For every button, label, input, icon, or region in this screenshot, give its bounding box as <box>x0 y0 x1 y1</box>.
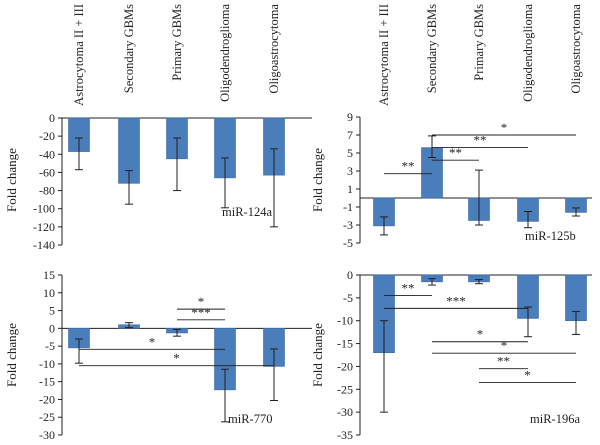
chart-panel-mir124a: Astrocytoma II + III Secondary GBMs Primar… <box>4 4 312 252</box>
y-axis-label: Fold change <box>310 323 325 387</box>
y-tick-label: 0 <box>49 111 55 125</box>
y-tick-label: 0 <box>49 321 55 335</box>
significance-label: ** <box>402 281 415 296</box>
chart-title: miR-770 <box>228 412 272 426</box>
y-tick-label: 10 <box>43 286 55 300</box>
y-tick-label: -60 <box>39 165 55 179</box>
y-tick-label: -20 <box>39 392 55 406</box>
y-tick-label: 9 <box>347 110 353 124</box>
y-tick-label: -30 <box>39 428 55 442</box>
category-label: Primary GBMs <box>170 4 184 81</box>
chart-panel-mir125b: Astrocytoma II + III Secondary GBMs Primar… <box>310 4 592 250</box>
chart-title: miR-124a <box>222 205 272 219</box>
y-tick-label: -5 <box>343 291 353 305</box>
y-tick-label: -20 <box>337 359 353 373</box>
chart-title: miR-196a <box>530 412 580 426</box>
category-label: Secondary GBMs <box>122 4 136 93</box>
y-axis-label: Fold change <box>310 148 325 212</box>
y-tick-label: 15 <box>43 268 55 282</box>
significance-label: * <box>149 334 156 349</box>
significance-label: * <box>501 120 508 135</box>
y-tick-label: -35 <box>337 428 353 442</box>
category-label: Astrocytoma II + III <box>72 4 86 106</box>
y-tick-label: 5 <box>347 146 353 160</box>
significance-label: ** <box>474 133 487 148</box>
significance-label: ** <box>402 159 415 174</box>
category-label: Oligodendroglioma <box>521 4 535 102</box>
significance-label: * <box>477 327 484 342</box>
category-label: Secondary GBMs <box>425 4 439 93</box>
y-tick-label: -1 <box>343 200 353 214</box>
category-label: Astrocytoma II + III <box>377 4 391 106</box>
significance-label: *** <box>191 305 211 320</box>
chart-panel-mir196a: 0-5-10-15-20-25-30-35**********Fold chan… <box>310 268 592 442</box>
y-tick-label: 0 <box>347 268 353 282</box>
y-axis-label: Fold change <box>4 148 19 212</box>
y-tick-label: -140 <box>33 238 55 252</box>
y-tick-label: -80 <box>39 184 55 198</box>
y-axis-label: Fold change <box>4 323 19 387</box>
y-tick-label: 5 <box>49 304 55 318</box>
y-tick-label: -10 <box>39 357 55 371</box>
y-tick-label: 3 <box>347 164 353 178</box>
chart-title: miR-125b <box>525 229 576 243</box>
y-tick-label: -5 <box>343 236 353 250</box>
y-tick-label: -30 <box>337 405 353 419</box>
y-tick-label: -15 <box>337 337 353 351</box>
significance-label: *** <box>446 293 466 308</box>
y-tick-label: -15 <box>39 375 55 389</box>
y-tick-label: -25 <box>39 410 55 424</box>
significance-label: * <box>173 351 180 366</box>
y-tick-label: -3 <box>343 218 353 232</box>
significance-label: ** <box>449 145 462 160</box>
y-tick-label: -20 <box>39 129 55 143</box>
y-tick-label: -40 <box>39 147 55 161</box>
y-tick-label: -100 <box>33 202 55 216</box>
category-label: Oligoastrocytoma <box>267 4 281 94</box>
y-tick-label: -120 <box>33 220 55 234</box>
significance-label: ** <box>497 354 510 369</box>
y-tick-label: -25 <box>337 382 353 396</box>
significance-label: * <box>501 338 508 353</box>
y-tick-label: -5 <box>45 339 55 353</box>
category-label: Oligodendroglioma <box>218 4 232 102</box>
y-tick-label: 7 <box>347 128 353 142</box>
y-tick-label: 1 <box>347 182 353 196</box>
significance-label: * <box>524 367 531 382</box>
y-tick-label: -10 <box>337 314 353 328</box>
category-label: Primary GBMs <box>472 4 486 81</box>
category-label: Oligoastrocytoma <box>569 4 583 94</box>
significance-label: * <box>198 294 205 309</box>
